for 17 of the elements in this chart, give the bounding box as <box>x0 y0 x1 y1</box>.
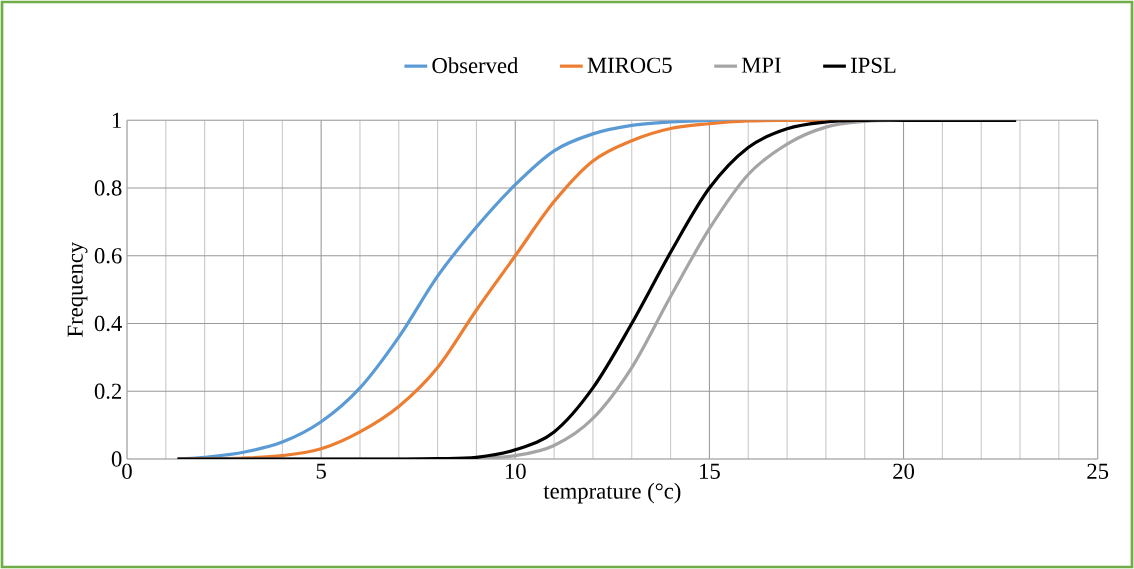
x-tick-label: 10 <box>505 463 526 480</box>
y-tick-label: 0.6 <box>94 248 122 264</box>
y-tick-label: 0.4 <box>94 315 122 332</box>
legend-label: MPI <box>741 57 781 73</box>
x-axis-title: temprature (°c) <box>543 482 681 504</box>
x-tick-label: 20 <box>893 463 915 480</box>
x-tick-label: 5 <box>316 463 326 479</box>
legend-label: MIROC5 <box>587 57 672 73</box>
y-tick-label: 0.8 <box>94 180 122 196</box>
y-axis-title: Frequency <box>67 241 88 337</box>
y-tick-label: 1 <box>112 112 121 128</box>
y-tick-label: 0 <box>111 451 122 467</box>
x-tick-label: 15 <box>700 463 720 479</box>
legend-label: IPSL <box>851 57 896 73</box>
y-tick-label: 0.2 <box>94 383 122 399</box>
legend-label: Observed <box>432 57 519 74</box>
x-tick-label: 25 <box>1087 463 1109 479</box>
